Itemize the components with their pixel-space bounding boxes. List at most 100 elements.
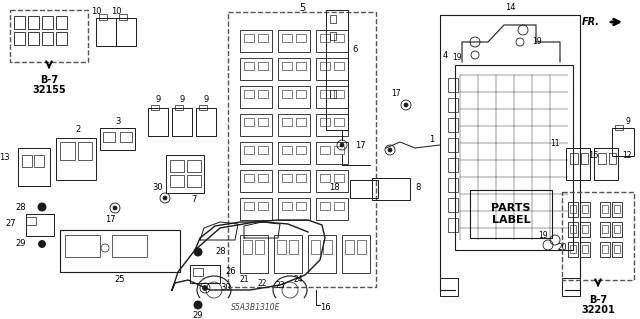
Bar xyxy=(330,32,336,40)
Text: 30: 30 xyxy=(220,284,230,293)
Bar xyxy=(296,90,306,98)
Bar xyxy=(34,155,44,167)
Bar xyxy=(199,105,207,110)
Bar xyxy=(316,86,348,108)
Bar xyxy=(580,222,590,237)
Text: 17: 17 xyxy=(105,216,115,225)
Bar xyxy=(278,170,310,192)
Bar xyxy=(240,142,272,164)
Text: 18: 18 xyxy=(330,183,340,192)
Bar xyxy=(566,148,590,180)
Bar xyxy=(172,108,192,136)
Bar xyxy=(282,202,292,210)
Bar xyxy=(65,235,100,257)
Text: 14: 14 xyxy=(505,4,515,12)
Bar xyxy=(612,222,622,237)
Bar xyxy=(278,114,310,136)
Text: 30: 30 xyxy=(153,183,163,192)
Bar xyxy=(334,174,344,182)
Bar xyxy=(60,142,75,160)
Bar xyxy=(448,98,458,112)
Text: 10: 10 xyxy=(111,8,121,17)
Bar xyxy=(277,240,286,254)
Bar xyxy=(345,240,354,254)
Bar xyxy=(240,235,268,273)
Bar xyxy=(334,90,344,98)
Bar xyxy=(190,265,220,283)
Text: FR.: FR. xyxy=(582,17,600,27)
Bar xyxy=(99,14,107,20)
Circle shape xyxy=(163,196,167,200)
Bar xyxy=(244,118,254,126)
Bar xyxy=(282,174,292,182)
Text: 4: 4 xyxy=(443,50,448,60)
Circle shape xyxy=(340,143,344,147)
Bar xyxy=(582,245,588,253)
Bar xyxy=(56,32,67,45)
Bar xyxy=(196,108,216,136)
Bar xyxy=(100,128,135,150)
Circle shape xyxy=(388,148,392,152)
Text: 1: 1 xyxy=(429,136,435,145)
Text: 8: 8 xyxy=(415,183,420,192)
Bar xyxy=(18,148,50,186)
Text: 23: 23 xyxy=(275,281,285,291)
Bar xyxy=(440,278,458,296)
Bar xyxy=(602,245,608,253)
Bar xyxy=(28,32,39,45)
Bar xyxy=(282,34,292,42)
Text: 16: 16 xyxy=(320,303,331,313)
Bar xyxy=(243,240,252,254)
Bar xyxy=(78,142,92,160)
Bar xyxy=(334,202,344,210)
Text: 26: 26 xyxy=(225,268,236,277)
Bar xyxy=(308,235,336,273)
Bar xyxy=(568,202,578,217)
Text: 19: 19 xyxy=(538,231,548,240)
Text: 21: 21 xyxy=(240,276,250,285)
Bar xyxy=(612,242,622,257)
Text: 17: 17 xyxy=(391,90,401,99)
Bar xyxy=(120,132,132,142)
Bar xyxy=(580,202,590,217)
Text: 17: 17 xyxy=(355,140,365,150)
Text: 32155: 32155 xyxy=(32,85,66,95)
Bar xyxy=(278,142,310,164)
Bar xyxy=(614,245,620,253)
Bar xyxy=(594,148,618,180)
Bar xyxy=(240,114,272,136)
Circle shape xyxy=(202,286,207,291)
Bar xyxy=(612,128,634,156)
Bar xyxy=(240,170,272,192)
Bar xyxy=(278,86,310,108)
Bar xyxy=(282,62,292,70)
Bar xyxy=(42,16,53,29)
Bar xyxy=(600,222,610,237)
Text: 12: 12 xyxy=(622,151,632,160)
Bar xyxy=(316,30,348,52)
Bar xyxy=(244,34,254,42)
Bar xyxy=(334,146,344,154)
Bar xyxy=(296,146,306,154)
Text: 2: 2 xyxy=(76,125,81,135)
Bar xyxy=(26,214,54,236)
Bar xyxy=(582,225,588,233)
Bar xyxy=(448,158,458,172)
Bar xyxy=(570,205,576,213)
Text: S5A3B1310E: S5A3B1310E xyxy=(231,303,281,313)
Bar xyxy=(258,90,268,98)
Bar xyxy=(274,235,302,273)
Bar xyxy=(581,153,588,164)
Bar xyxy=(602,205,608,213)
Bar xyxy=(612,202,622,217)
Bar xyxy=(289,240,298,254)
Bar xyxy=(258,146,268,154)
Text: 19: 19 xyxy=(532,38,541,47)
Bar xyxy=(455,65,573,250)
Bar xyxy=(320,62,330,70)
Bar xyxy=(187,160,201,172)
Text: 24: 24 xyxy=(294,276,303,285)
Bar xyxy=(448,138,458,152)
Bar xyxy=(448,78,458,92)
Bar xyxy=(320,202,330,210)
